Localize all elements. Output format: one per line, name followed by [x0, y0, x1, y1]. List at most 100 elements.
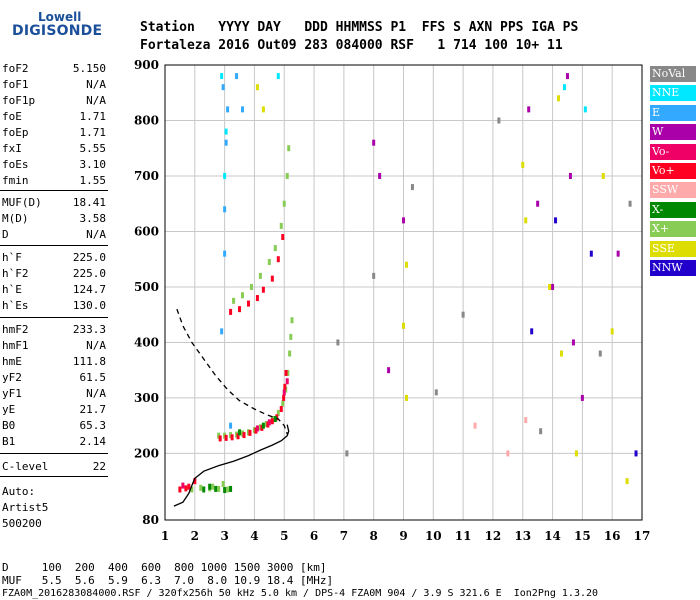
data-point: [285, 378, 289, 385]
autoscale-label: Auto:: [2, 485, 36, 498]
param-name: foF1p: [2, 94, 36, 107]
param-name: foF2: [2, 62, 29, 75]
data-point: [589, 250, 593, 257]
legend-item: NNW: [650, 260, 696, 276]
y-tick-label: 200: [134, 446, 159, 460]
data-point: [527, 106, 531, 113]
param-row: B1 2.14: [2, 435, 106, 449]
data-point: [521, 161, 525, 168]
legend-item: X-: [650, 201, 696, 218]
param-value: 21.7: [79, 403, 107, 416]
data-point: [461, 311, 465, 318]
x-tick-label: 14: [544, 529, 561, 543]
data-point: [220, 73, 224, 80]
data-point: [628, 200, 632, 207]
param-row: MUF(D) 18.41: [2, 196, 106, 210]
param-row: foF2 5.150: [2, 62, 106, 76]
param-separator: [0, 245, 108, 246]
param-separator: [0, 476, 108, 477]
plot-frame: [164, 64, 643, 521]
data-point: [199, 484, 203, 491]
x-tick-label: 8: [370, 529, 378, 543]
param-value: 65.3: [79, 419, 107, 432]
param-row: h`F2 225.0: [2, 267, 106, 281]
data-point: [270, 275, 274, 282]
x-tick-label: 5: [280, 529, 288, 543]
param-name: M(D): [2, 212, 29, 225]
x-tick-label: 11: [455, 529, 472, 543]
data-point: [187, 483, 191, 490]
header-row-1: Station YYYY DAY DDD HHMMSS P1 FFS S AXN…: [140, 20, 579, 35]
data-point: [242, 432, 246, 439]
data-point: [276, 73, 280, 80]
param-row: fmin 1.55: [2, 174, 106, 188]
data-point: [536, 200, 540, 207]
param-value: 5.55: [79, 142, 107, 155]
data-point: [229, 308, 233, 315]
param-row: h`F 225.0: [2, 251, 106, 265]
param-name: yF2: [2, 371, 22, 384]
data-point: [580, 394, 584, 401]
param-name: D: [2, 228, 9, 241]
data-point: [221, 84, 225, 91]
data-point: [190, 486, 194, 493]
data-point: [574, 450, 578, 457]
y-tick-label: 900: [134, 58, 159, 72]
data-point: [248, 429, 252, 436]
y-tick-label: 80: [142, 513, 159, 527]
data-point: [336, 339, 340, 346]
param-value: 111.8: [72, 355, 106, 368]
legend-item: NoVal: [650, 66, 696, 82]
x-tick-label: 10: [425, 529, 442, 543]
param-value: 1.71: [79, 126, 107, 139]
param-row: h`E 124.7: [2, 283, 106, 297]
param-row: yE 21.7: [2, 403, 106, 417]
x-tick-label: 9: [399, 529, 407, 543]
param-value: 18.41: [72, 196, 106, 209]
data-point: [598, 350, 602, 357]
param-separator: [0, 190, 108, 191]
x-tick-label: 16: [604, 529, 621, 543]
data-point: [261, 422, 265, 429]
data-point: [571, 339, 575, 346]
data-point: [221, 480, 225, 487]
param-row: yF1 N/A: [2, 387, 106, 401]
data-point: [568, 172, 572, 179]
data-point: [372, 272, 376, 279]
data-point: [283, 383, 287, 390]
data-point: [181, 482, 185, 489]
param-row: C-level 22: [2, 460, 106, 474]
data-point: [226, 486, 230, 493]
data-point: [402, 322, 405, 329]
data-point: [601, 172, 605, 179]
data-point: [404, 261, 408, 268]
data-point: [202, 486, 206, 493]
legend-item: Vo-: [650, 143, 696, 160]
param-row: hmF1 N/A: [2, 339, 106, 353]
data-point: [562, 84, 566, 91]
data-point: [241, 292, 245, 299]
legend-item: X+: [650, 221, 696, 238]
data-point: [224, 434, 228, 441]
data-point: [524, 417, 528, 424]
param-name: B1: [2, 435, 16, 448]
param-name: fmin: [2, 174, 29, 187]
data-point: [208, 483, 212, 490]
legend-item: Vo+: [650, 163, 696, 179]
param-name: foEs: [2, 158, 29, 171]
param-name: h`F: [2, 251, 22, 264]
data-point: [506, 450, 510, 457]
x-tick-label: 1: [161, 529, 169, 543]
param-name: yF1: [2, 387, 22, 400]
data-point: [610, 328, 614, 335]
data-point: [226, 106, 230, 113]
param-name: C-level: [2, 460, 49, 473]
data-point: [246, 300, 250, 307]
y-tick-label: 700: [134, 169, 159, 183]
legend-item: SSW: [650, 182, 696, 199]
param-name: B0: [2, 419, 16, 432]
param-name: hmF1: [2, 339, 29, 352]
data-point: [267, 258, 271, 265]
data-point: [276, 409, 280, 416]
